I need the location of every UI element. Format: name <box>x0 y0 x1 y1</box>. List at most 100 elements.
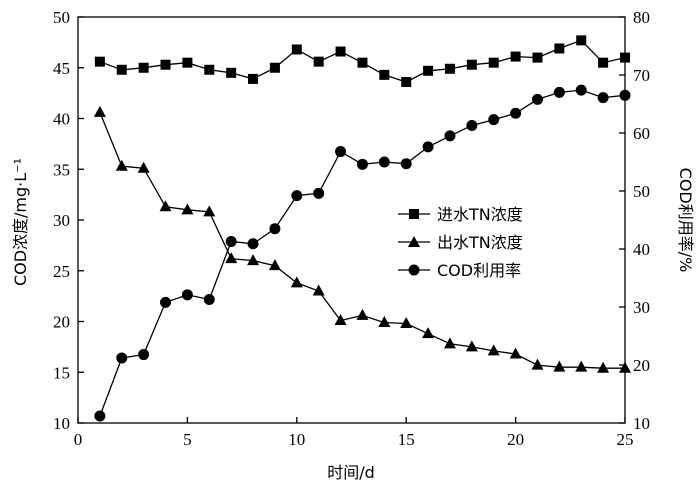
data-point-square <box>160 59 171 70</box>
y-left-tick-label: 20 <box>53 313 70 332</box>
data-point-triangle <box>400 317 413 329</box>
data-point-triangle <box>465 340 478 352</box>
x-tick-label: 10 <box>288 430 305 449</box>
data-point-triangle <box>247 254 260 266</box>
data-point-square <box>269 62 280 73</box>
data-point-triangle <box>509 347 522 359</box>
legend: 进水TN浓度 出水TN浓度 COD利用率 <box>398 205 523 280</box>
data-point-triangle <box>290 276 303 288</box>
x-tick-label: 15 <box>398 430 415 449</box>
data-point-circle <box>466 119 478 131</box>
data-point-square <box>598 57 609 68</box>
data-point-circle <box>225 235 237 247</box>
data-point-square <box>510 51 521 62</box>
data-point-triangle <box>487 344 500 356</box>
data-point-triangle <box>137 161 150 173</box>
data-point-circle <box>575 84 587 96</box>
series-outflow-tn <box>93 105 631 373</box>
data-point-square <box>204 64 215 75</box>
data-point-triangle <box>93 105 106 117</box>
data-point-square <box>532 52 543 63</box>
x-tick-label: 0 <box>74 430 83 449</box>
tick-labels: 0 5 10 15 20 25101520253035404550102030405060… <box>53 8 650 449</box>
data-point-square <box>182 57 193 68</box>
y-left-tick-label: 25 <box>53 262 70 281</box>
data-point-square <box>94 56 105 67</box>
data-point-circle <box>488 114 500 126</box>
data-point-square <box>401 76 412 87</box>
y-left-tick-label: 10 <box>53 414 70 433</box>
data-point-square <box>248 73 259 84</box>
data-point-triangle <box>531 358 544 370</box>
data-point-circle <box>94 410 106 422</box>
data-point-square <box>226 67 237 78</box>
axis-ticks <box>77 16 626 424</box>
y-axis-left-title: COD浓度/mg·L⁻¹ <box>11 158 30 286</box>
x-tick-label: 20 <box>507 430 524 449</box>
series-layer <box>93 35 631 422</box>
y-right-tick-label: 40 <box>633 240 650 259</box>
y-right-tick-label: 10 <box>633 414 650 433</box>
data-point-square <box>379 69 390 80</box>
series-cod-utilization <box>94 84 631 422</box>
data-point-circle <box>597 92 609 104</box>
data-point-square <box>138 62 149 73</box>
data-point-circle <box>116 352 128 364</box>
data-point-square <box>335 46 346 57</box>
y-right-tick-label: 80 <box>633 8 650 27</box>
data-point-circle <box>269 223 281 235</box>
data-point-circle <box>313 187 325 199</box>
data-point-circle <box>160 296 172 308</box>
data-point-square <box>423 65 434 76</box>
data-point-triangle <box>553 360 566 372</box>
legend-label-cod-utilization: COD利用率 <box>437 261 521 280</box>
series-inflow-tn <box>94 35 630 87</box>
legend-circle-marker <box>408 264 420 276</box>
data-point-triangle <box>181 203 194 215</box>
legend-label-outflow-tn: 出水TN浓度 <box>437 233 523 252</box>
data-point-circle <box>356 158 368 170</box>
legend-triangle-marker <box>408 236 420 247</box>
y-axis-right-title: COD利用率/% <box>676 168 695 273</box>
data-point-circle <box>335 146 347 158</box>
data-point-triangle <box>378 316 391 328</box>
data-point-circle <box>138 349 150 361</box>
data-point-square <box>620 52 630 63</box>
series-line-cod-utilization <box>99 89 626 417</box>
data-point-circle <box>619 89 631 101</box>
x-tick-label: 5 <box>183 430 192 449</box>
data-point-triangle <box>159 200 172 212</box>
data-point-circle <box>378 156 390 168</box>
data-point-square <box>466 59 477 70</box>
data-point-triangle <box>312 284 325 296</box>
legend-item-inflow-tn: 进水TN浓度 <box>398 205 523 224</box>
y-right-tick-label: 50 <box>633 182 650 201</box>
data-point-circle <box>531 93 543 105</box>
series-line-outflow-tn <box>99 112 625 369</box>
data-point-circle <box>553 86 565 98</box>
data-point-triangle <box>334 313 347 325</box>
data-point-triangle <box>422 327 435 339</box>
y-right-tick-label: 60 <box>633 124 650 143</box>
data-point-square <box>116 64 127 75</box>
data-point-circle <box>203 293 215 305</box>
y-left-tick-label: 15 <box>53 363 70 382</box>
data-point-circle <box>247 238 259 250</box>
data-point-square <box>488 57 499 68</box>
data-point-triangle <box>225 252 238 264</box>
legend-square-marker <box>409 209 419 219</box>
data-point-square <box>576 35 587 46</box>
data-point-triangle <box>443 337 456 349</box>
data-point-circle <box>422 141 434 153</box>
data-point-circle <box>400 158 412 170</box>
data-point-square <box>291 44 302 55</box>
data-point-circle <box>444 130 456 142</box>
data-point-square <box>554 43 565 54</box>
data-point-square <box>444 63 455 74</box>
data-point-circle <box>291 190 303 202</box>
x-tick-label: 25 <box>617 430 634 449</box>
data-point-triangle <box>619 361 631 373</box>
data-point-triangle <box>115 159 128 171</box>
y-left-tick-label: 50 <box>53 8 70 27</box>
